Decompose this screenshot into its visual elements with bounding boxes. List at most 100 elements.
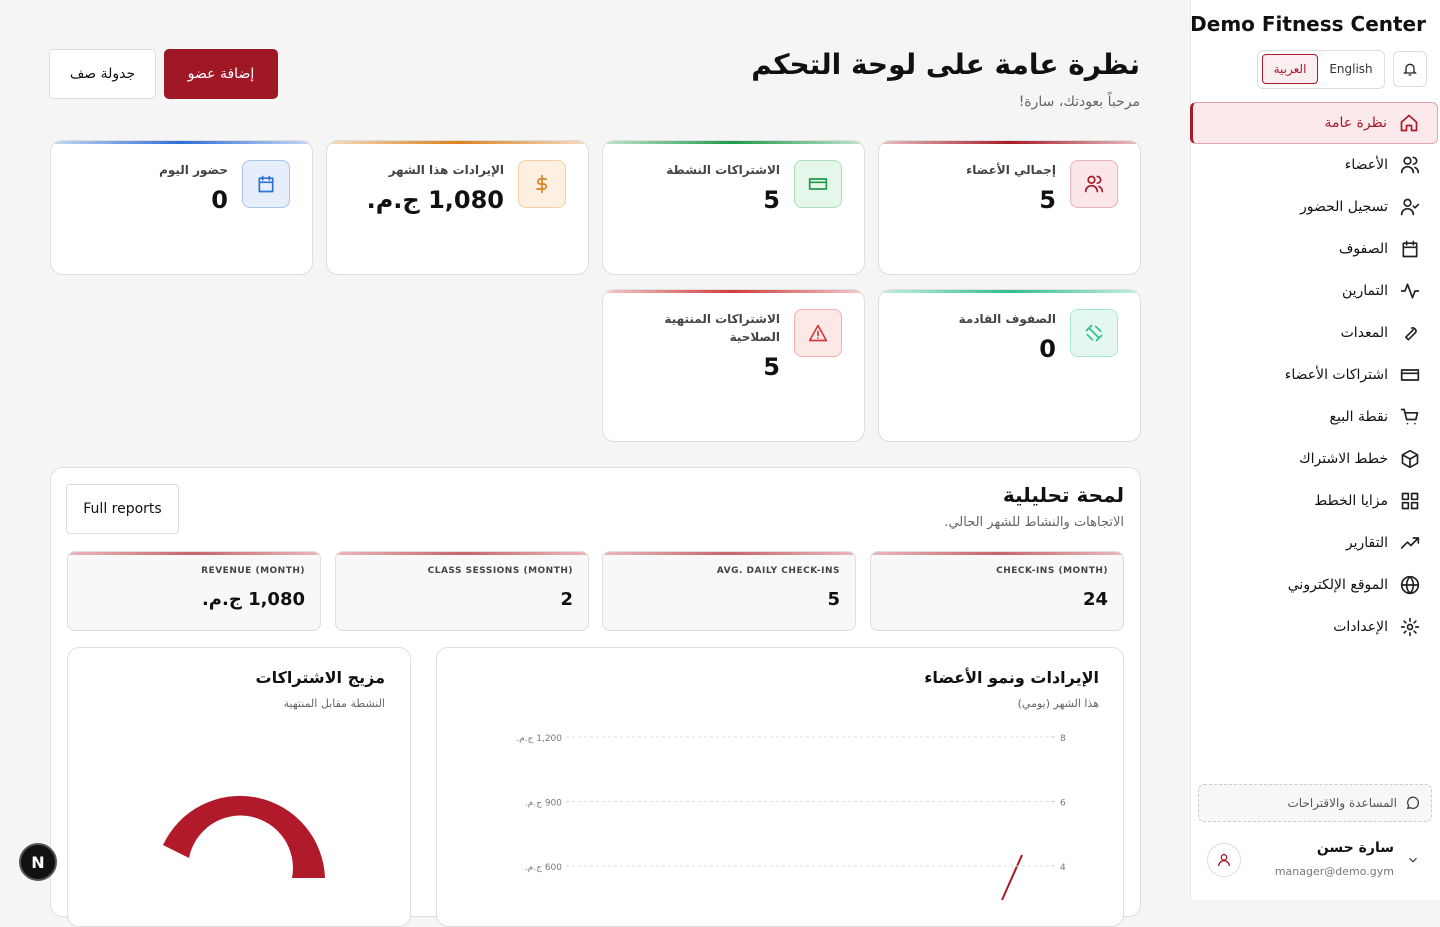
- icon: [1400, 155, 1420, 175]
- nav-item[interactable]: التمارين: [1190, 270, 1438, 312]
- nav-item[interactable]: مزايا الخطط: [1190, 480, 1438, 522]
- stat-value: 5: [763, 186, 780, 214]
- icon: [1400, 281, 1420, 301]
- icon: [1084, 323, 1104, 343]
- stat-icon: [794, 160, 842, 208]
- brand: Demo Fitness Center: [1190, 12, 1426, 36]
- icon: [1400, 365, 1420, 385]
- nav-item-active[interactable]: نظرة عامة: [1190, 102, 1438, 144]
- user-icon: [1216, 852, 1232, 868]
- stat-value: 0: [211, 186, 228, 214]
- mix-chart-title: مزيج الاشتراكات: [256, 668, 385, 687]
- page-title: نظرة عامة على لوحة التحكم: [751, 48, 1140, 81]
- mix-chart-subtitle: النشطة مقابل المنتهية: [284, 697, 385, 710]
- kpi-label: REVENUE (MONTH): [201, 566, 305, 576]
- stat-accent: [879, 141, 1140, 144]
- stat-label: الاشتراكات المنتهية الصلاحية: [650, 310, 780, 346]
- help-icon: [1405, 795, 1421, 811]
- kpi-label: CHECK-INS (MONTH): [996, 566, 1108, 576]
- kpi-value: 24: [1083, 589, 1108, 610]
- icon: [1399, 113, 1419, 133]
- icon: [1400, 617, 1420, 637]
- analytics-subtitle: الاتجاهات والنشاط للشهر الحالي.: [944, 515, 1124, 530]
- y-tick-label: 600 ج.م.: [525, 863, 562, 873]
- icon: [1400, 575, 1420, 595]
- stat-icon: [242, 160, 290, 208]
- nav-label: مزايا الخطط: [1314, 493, 1388, 509]
- revenue-line-segment: [1002, 855, 1022, 900]
- dev-badge[interactable]: N: [19, 843, 57, 881]
- icon: [1400, 533, 1420, 553]
- stat-icon: [794, 309, 842, 357]
- y-tick-label: 900 ج.م.: [525, 799, 562, 809]
- nav-item[interactable]: المعدات: [1190, 312, 1438, 354]
- kpi-accent: [68, 552, 320, 555]
- y2-tick-label: 6: [1060, 799, 1066, 809]
- stat-accent: [603, 141, 864, 144]
- body: Demo Fitness Center العربية English المس…: [0, 0, 1440, 900]
- bell-icon: [1402, 61, 1418, 77]
- user-email: manager@demo.gym: [1275, 865, 1394, 878]
- kpi-label: AVG. DAILY CHECK-INS: [717, 566, 840, 576]
- stat-icon: [1070, 160, 1118, 208]
- kpi-accent: [336, 552, 588, 555]
- avatar[interactable]: [1207, 843, 1241, 877]
- stat-accent: [603, 290, 864, 293]
- nav-label: الأعضاء: [1345, 157, 1388, 173]
- help-text: المساعدة والاقتراحات: [1287, 796, 1397, 810]
- kpi-accent: [603, 552, 855, 555]
- lang-ar[interactable]: العربية: [1262, 54, 1318, 84]
- nav-label: تسجيل الحضور: [1300, 199, 1388, 215]
- revenue-chart: 1,200 ج.م.900 ج.م.600 ج.م.864: [436, 647, 1124, 900]
- stat-label: الاشتراكات النشطة: [650, 161, 780, 179]
- nav-item[interactable]: الإعدادات: [1190, 606, 1438, 648]
- add-member-button[interactable]: إضافة عضو: [164, 49, 278, 99]
- schedule-class-button[interactable]: جدولة صف: [49, 49, 156, 99]
- stat-accent: [879, 290, 1140, 293]
- nav-label: نظرة عامة: [1324, 115, 1387, 131]
- kpi-value: 1,080 ج.م.: [202, 589, 305, 610]
- nav-label: الصفوف: [1339, 241, 1388, 257]
- kpi-value: 5: [827, 589, 840, 610]
- icon: [1084, 174, 1104, 194]
- kpi-value: 2: [560, 589, 573, 610]
- stat-label: حضور اليوم: [98, 161, 228, 179]
- kpi-card: [335, 551, 589, 631]
- nav-item[interactable]: الصفوف: [1190, 228, 1438, 270]
- nav-item[interactable]: نقطة البيع: [1190, 396, 1438, 438]
- nav-item[interactable]: اشتراكات الأعضاء: [1190, 354, 1438, 396]
- nav-item[interactable]: تسجيل الحضور: [1190, 186, 1438, 228]
- help-box[interactable]: المساعدة والاقتراحات: [1198, 784, 1432, 822]
- icon: [808, 174, 828, 194]
- stat-value: 5: [763, 353, 780, 381]
- nav-label: التمارين: [1342, 283, 1388, 299]
- stat-label: الصفوف القادمة: [926, 310, 1056, 328]
- stat-icon: [1070, 309, 1118, 357]
- y2-tick-label: 8: [1060, 734, 1066, 744]
- nav-item[interactable]: الموقع الإلكتروني: [1190, 564, 1438, 606]
- stat-value: 0: [1039, 335, 1056, 363]
- icon: [1400, 407, 1420, 427]
- stat-icon: [518, 160, 566, 208]
- icon: [1400, 197, 1420, 217]
- stat-label: إجمالي الأعضاء: [926, 161, 1056, 179]
- page-subtitle: مرحباً بعودتك، سارة!: [1019, 94, 1140, 110]
- lang-en[interactable]: English: [1320, 54, 1382, 84]
- stat-accent: [51, 141, 312, 144]
- nav-label: الموقع الإلكتروني: [1288, 577, 1388, 593]
- stat-value: 1,080 ج.م.: [367, 186, 504, 214]
- nav-item[interactable]: خطط الاشتراك: [1190, 438, 1438, 480]
- donut-segment: [163, 796, 325, 878]
- nav-item[interactable]: التقارير: [1190, 522, 1438, 564]
- notifications[interactable]: [1393, 51, 1427, 87]
- nav-label: خطط الاشتراك: [1299, 451, 1388, 467]
- nav-item[interactable]: الأعضاء: [1190, 144, 1438, 186]
- y2-tick-label: 4: [1060, 863, 1066, 873]
- chevron[interactable]: [1406, 853, 1420, 867]
- full-reports-button[interactable]: Full reports: [66, 484, 179, 534]
- analytics-title: لمحة تحليلية: [1003, 483, 1124, 507]
- user-name: سارة حسن: [1317, 840, 1394, 856]
- icon: [256, 174, 276, 194]
- stat-accent: [327, 141, 588, 144]
- page: Dashboard {"sidebar":{"brand":"Demo Fitn…: [0, 0, 1440, 900]
